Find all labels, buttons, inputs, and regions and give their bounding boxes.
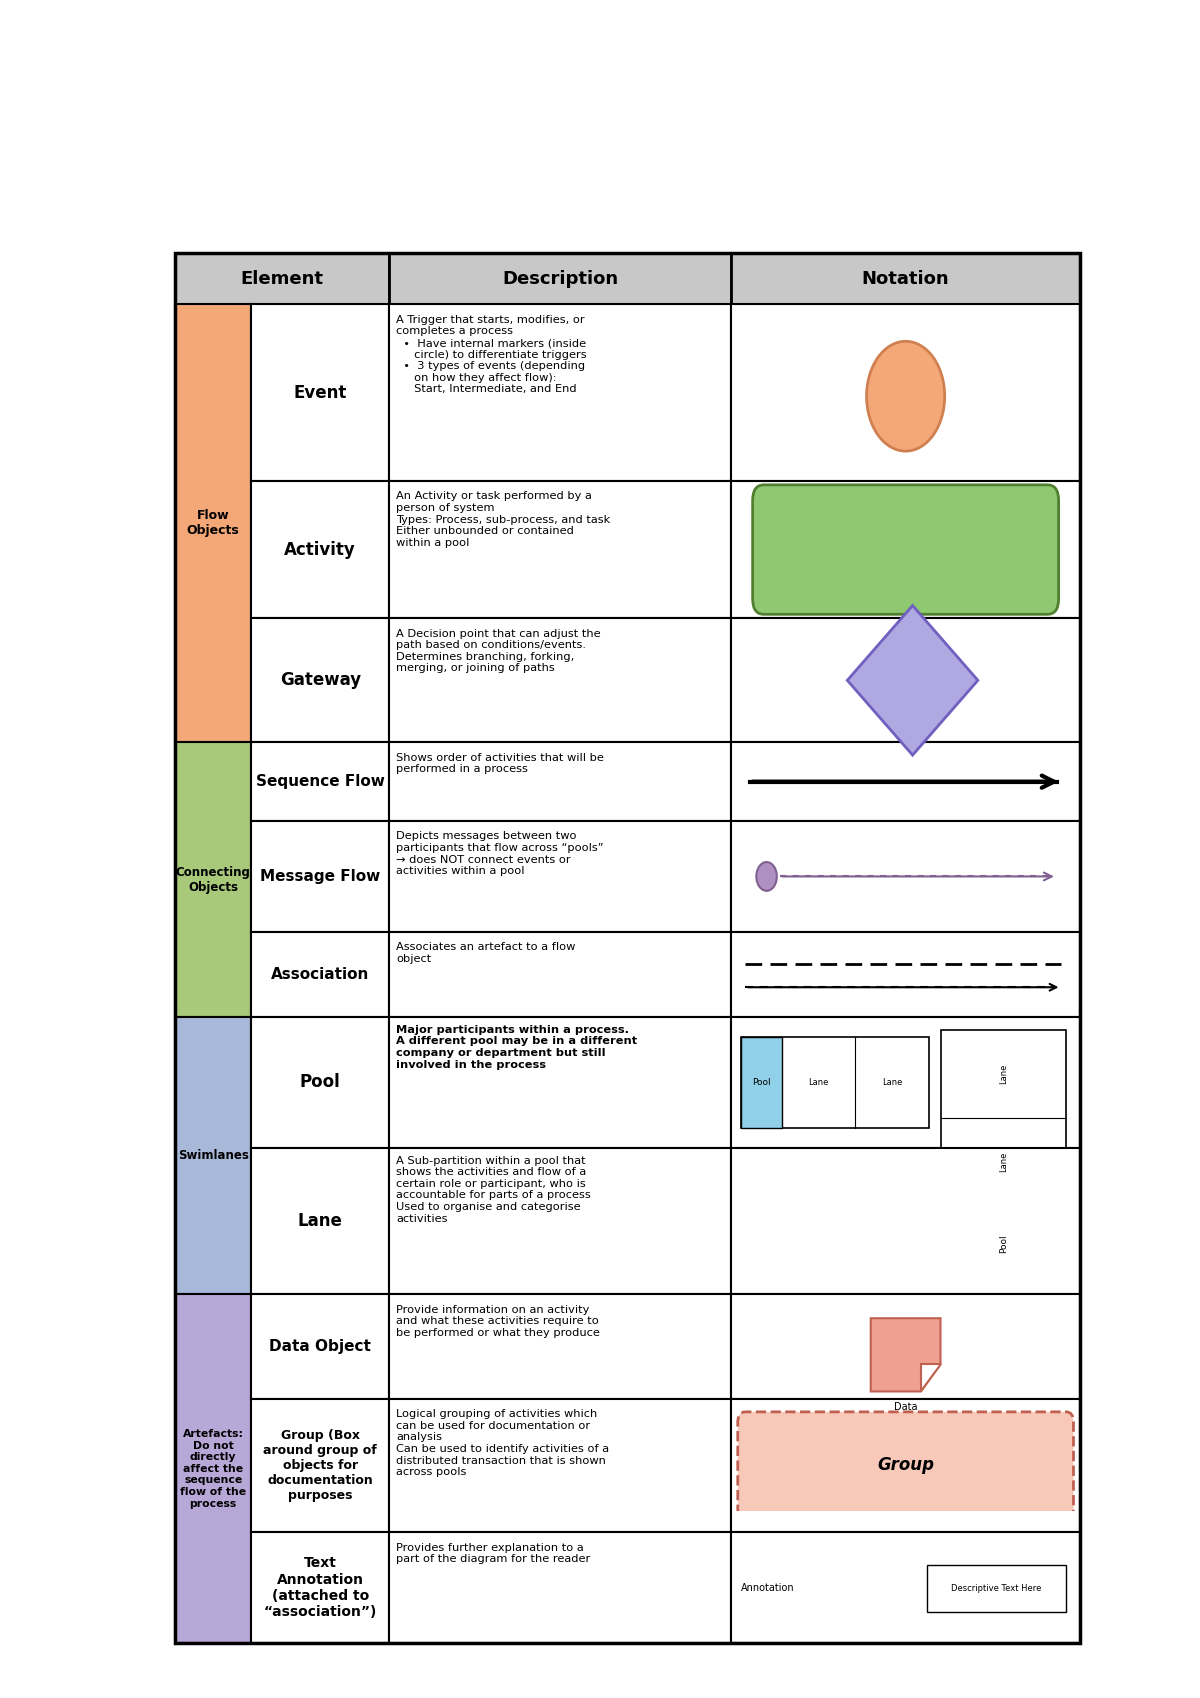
- Text: Event: Event: [294, 384, 347, 402]
- Bar: [251, 820, 389, 932]
- Text: Group (Box
around group of
objects for
documentation
purposes: Group (Box around group of objects for d…: [263, 1430, 377, 1503]
- Text: Element: Element: [240, 270, 324, 289]
- Text: Lane: Lane: [809, 1078, 829, 1087]
- Bar: [389, 820, 731, 932]
- Bar: [389, 1148, 731, 1294]
- Bar: [941, 1031, 1066, 1280]
- Bar: [926, 1566, 1066, 1611]
- Text: A Trigger that starts, modifies, or
completes a process
  •  Have internal marke: A Trigger that starts, modifies, or comp…: [396, 314, 587, 394]
- Text: Associates an artefact to a flow
object: Associates an artefact to a flow object: [396, 942, 576, 964]
- FancyBboxPatch shape: [738, 1411, 1074, 1520]
- Bar: [251, 481, 389, 618]
- Bar: [175, 304, 251, 742]
- Bar: [175, 1294, 251, 1644]
- Bar: [389, 742, 731, 820]
- Bar: [941, 1206, 1066, 1280]
- Text: Group: Group: [877, 1457, 934, 1474]
- Text: Message Flow: Message Flow: [260, 869, 380, 885]
- Text: Sequence Flow: Sequence Flow: [256, 774, 385, 790]
- Text: A Sub-partition within a pool that
shows the activities and flow of a
certain ro: A Sub-partition within a pool that shows…: [396, 1156, 592, 1224]
- Bar: [731, 1017, 1080, 1148]
- Text: Notation: Notation: [862, 270, 949, 289]
- Bar: [175, 1017, 251, 1294]
- Bar: [251, 1532, 389, 1644]
- Bar: [731, 1148, 1080, 1294]
- Text: Description: Description: [502, 270, 618, 289]
- FancyBboxPatch shape: [752, 486, 1058, 615]
- Text: Data: Data: [894, 1403, 917, 1413]
- Bar: [731, 481, 1080, 618]
- Bar: [389, 618, 731, 742]
- Text: Connecting
Objects: Connecting Objects: [176, 866, 251, 893]
- Text: Data Object: Data Object: [269, 1340, 371, 1353]
- Text: Major participants within a process.
A different pool may be in a different
comp: Major participants within a process. A d…: [396, 1026, 637, 1070]
- Text: Swimlanes: Swimlanes: [178, 1150, 248, 1161]
- Text: A Decision point that can adjust the
path based on conditions/events.
Determines: A Decision point that can adjust the pat…: [396, 628, 601, 674]
- Bar: [740, 1036, 929, 1127]
- Text: Lane: Lane: [298, 1212, 343, 1229]
- Bar: [389, 253, 731, 304]
- Bar: [389, 1399, 731, 1532]
- Text: Provide information on an activity
and what these activities require to
be perfo: Provide information on an activity and w…: [396, 1304, 600, 1338]
- Bar: [175, 253, 389, 304]
- Circle shape: [756, 863, 776, 891]
- Bar: [731, 1532, 1080, 1644]
- Bar: [731, 304, 1080, 481]
- Bar: [731, 820, 1080, 932]
- Bar: [251, 1294, 389, 1399]
- Text: Descriptive Text Here: Descriptive Text Here: [952, 1584, 1042, 1593]
- Bar: [389, 1017, 731, 1148]
- Bar: [731, 1294, 1080, 1399]
- Bar: [251, 618, 389, 742]
- Text: Annotation: Annotation: [740, 1583, 794, 1593]
- Text: An Activity or task performed by a
person of system
Types: Process, sub-process,: An Activity or task performed by a perso…: [396, 491, 611, 548]
- Bar: [251, 742, 389, 820]
- Text: Artefacts:
Do not
directly
affect the
sequence
flow of the
process: Artefacts: Do not directly affect the se…: [180, 1430, 246, 1508]
- Text: Lane: Lane: [998, 1065, 1008, 1085]
- Text: Gateway: Gateway: [280, 671, 361, 689]
- Text: Logical grouping of activities which
can be used for documentation or
analysis
C: Logical grouping of activities which can…: [396, 1409, 610, 1477]
- Polygon shape: [871, 1318, 941, 1391]
- Bar: [731, 742, 1080, 820]
- Text: Pool: Pool: [752, 1078, 770, 1087]
- Bar: [251, 1017, 389, 1148]
- Bar: [389, 481, 731, 618]
- Bar: [389, 304, 731, 481]
- Bar: [251, 1148, 389, 1294]
- Bar: [251, 1399, 389, 1532]
- Bar: [251, 932, 389, 1017]
- Text: Flow
Objects: Flow Objects: [187, 509, 240, 538]
- Bar: [175, 742, 251, 1017]
- Polygon shape: [847, 606, 978, 756]
- Bar: [731, 253, 1080, 304]
- Bar: [731, 1399, 1080, 1532]
- Text: Depicts messages between two
participants that flow across “pools”
→ does NOT co: Depicts messages between two participant…: [396, 832, 604, 876]
- Text: Shows order of activities that will be
performed in a process: Shows order of activities that will be p…: [396, 752, 605, 774]
- Bar: [389, 1532, 731, 1644]
- Bar: [251, 304, 389, 481]
- Text: Activity: Activity: [284, 540, 356, 559]
- Bar: [731, 618, 1080, 742]
- Text: Lane: Lane: [882, 1078, 902, 1087]
- Text: Association: Association: [271, 966, 370, 981]
- Text: Provides further explanation to a
part of the diagram for the reader: Provides further explanation to a part o…: [396, 1542, 590, 1564]
- Bar: [740, 1036, 782, 1127]
- Bar: [731, 932, 1080, 1017]
- Bar: [389, 1294, 731, 1399]
- Text: Lane: Lane: [998, 1151, 1008, 1172]
- Text: Pool: Pool: [300, 1073, 341, 1092]
- Polygon shape: [920, 1363, 941, 1391]
- Bar: [389, 932, 731, 1017]
- Circle shape: [866, 341, 944, 452]
- Text: Text
Annotation
(attached to
“association”): Text Annotation (attached to “associatio…: [264, 1557, 377, 1618]
- Text: Pool: Pool: [998, 1234, 1008, 1253]
